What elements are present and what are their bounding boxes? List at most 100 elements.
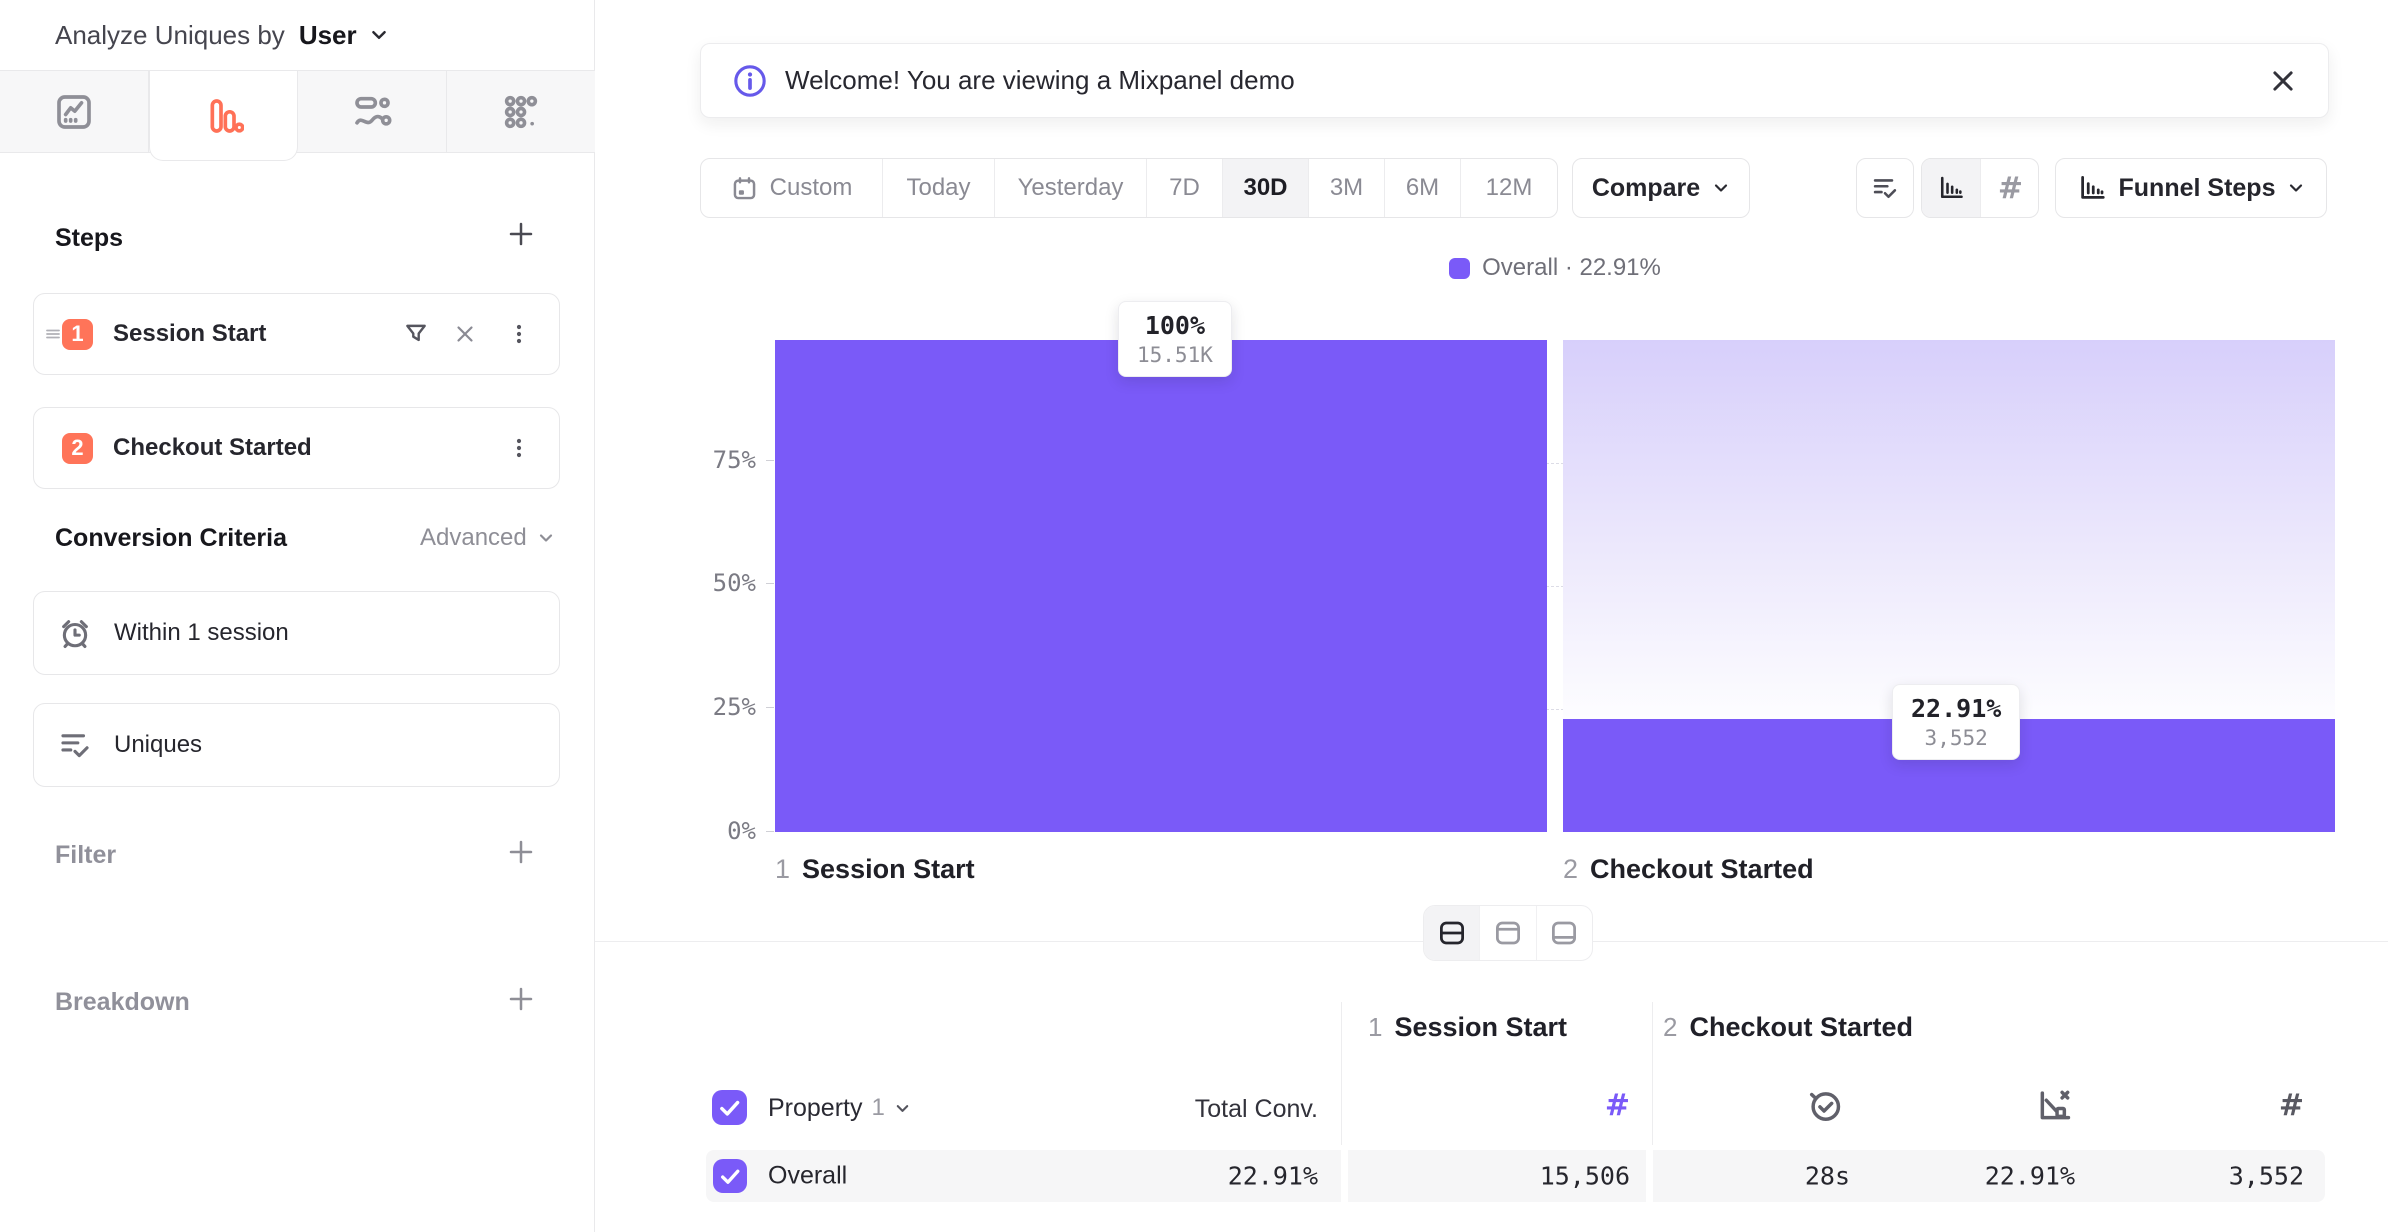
conversion-window-setting[interactable]: Within 1 session [33, 591, 560, 675]
step-options-kebab-icon[interactable] [501, 430, 537, 466]
layout-chart-only-button[interactable] [1480, 906, 1537, 960]
funnel-bar-session-start[interactable] [775, 340, 1547, 832]
date-range-custom[interactable]: Custom [701, 159, 883, 217]
gridline-50 [775, 586, 2335, 587]
retention-icon [501, 92, 541, 132]
tab-retention[interactable] [447, 71, 595, 153]
analyze-entity-dropdown[interactable]: User [298, 19, 357, 50]
legend-text: Overall · 22.91% [1482, 254, 1661, 281]
column-divider [1652, 1002, 1653, 1145]
counting-method-setting[interactable]: Uniques [33, 703, 560, 787]
compare-button[interactable]: Compare [1572, 158, 1750, 218]
add-breakdown-button[interactable] [505, 983, 537, 1015]
row-step2-avg-time: 28s [1804, 1161, 1850, 1191]
tab-funnels[interactable] [149, 71, 298, 161]
step-row-2[interactable]: 2 Checkout Started [33, 407, 560, 489]
y-axis-tick: 0% [727, 817, 756, 845]
add-step-button[interactable] [505, 218, 537, 250]
funnel-dropoff-area-checkout [1563, 340, 2335, 720]
legend-overall[interactable]: Overall · 22.91% [775, 254, 2335, 282]
bar-value-label-step1: 100% 15.51K [1118, 301, 1232, 377]
insights-icon [54, 92, 94, 132]
date-range-label: Yesterday [1017, 174, 1124, 201]
step-number: 2 [1563, 854, 1579, 884]
group-name: Checkout Started [1689, 1012, 1914, 1042]
y-axis-tickmark [766, 583, 774, 584]
date-range-30d[interactable]: 30D [1223, 159, 1309, 217]
date-range-12m[interactable]: 12M [1461, 159, 1557, 217]
filter-section-title: Filter [55, 841, 117, 869]
step-name: Session Start [802, 854, 975, 884]
close-icon[interactable] [2268, 66, 2298, 96]
step1-count: 15.51K [1137, 343, 1213, 367]
date-range-today[interactable]: Today [883, 159, 995, 217]
avg-time-column-icon[interactable] [1806, 1086, 1844, 1124]
property-column-header[interactable]: Property 1 [768, 1090, 911, 1126]
group-name: Session Start [1394, 1012, 1568, 1042]
chart-type-dropdown[interactable]: Funnel Steps [2055, 158, 2327, 218]
remove-step-icon[interactable] [447, 316, 483, 352]
y-axis-tick: 25% [712, 693, 756, 721]
table-group-step1: 1 Session Start [1368, 1012, 1567, 1043]
date-range-label: Today [906, 174, 971, 201]
step2-count: 3,552 [1924, 726, 1988, 750]
date-range-label: 7D [1169, 174, 1200, 201]
calendar-icon [731, 175, 758, 202]
banner-message: Welcome! You are viewing a Mixpanel demo [785, 65, 1295, 95]
step-options-kebab-icon[interactable] [501, 316, 537, 352]
total-conv-column-header[interactable]: Total Conv. [1194, 1095, 1318, 1123]
column-divider [1341, 1002, 1342, 1145]
add-filter-button[interactable] [505, 836, 537, 868]
list-check-icon [1871, 174, 1899, 202]
step-name: Checkout Started [1590, 854, 1814, 884]
list-check-icon [58, 728, 92, 762]
step2-percent: 22.91% [1911, 694, 2002, 723]
table-group-step2: 2 Checkout Started [1663, 1012, 1913, 1043]
row-segment-step2: 28s 22.91% 3,552 [1653, 1150, 2325, 1202]
percent-bars-toggle[interactable] [1922, 159, 1981, 217]
select-all-checkbox[interactable] [712, 1090, 747, 1125]
step-event-name[interactable]: Checkout Started [113, 434, 312, 461]
date-range-6m[interactable]: 6M [1385, 159, 1461, 217]
date-range-yesterday[interactable]: Yesterday [995, 159, 1147, 217]
conversion-criteria-title: Conversion Criteria [55, 524, 288, 552]
chevron-down-icon[interactable] [369, 25, 389, 45]
step-number: 1 [775, 854, 791, 884]
layout-table-only-button[interactable] [1537, 906, 1592, 960]
compare-label: Compare [1591, 173, 1701, 202]
property-label: Property [768, 1093, 863, 1122]
filter-step-icon[interactable] [398, 316, 434, 352]
step2-count-column-icon[interactable]: # [2278, 1088, 2304, 1123]
row-total-conv: 22.91% [1227, 1161, 1318, 1191]
advanced-dropdown[interactable]: Advanced [420, 524, 555, 552]
tab-flows[interactable] [298, 71, 447, 153]
date-range-7d[interactable]: 7D [1147, 159, 1223, 217]
step-event-name[interactable]: Session Start [113, 320, 267, 347]
counting-method-value: Uniques [114, 731, 203, 758]
row-step2-uniques: 3,552 [2228, 1161, 2304, 1191]
report-type-tabs [0, 71, 595, 161]
gridline-25 [775, 709, 2335, 710]
row-segment-property: Overall 22.91% [706, 1150, 1341, 1202]
alarm-clock-icon [58, 616, 92, 650]
date-range-label: 3M [1329, 174, 1364, 201]
row-name: Overall [768, 1161, 848, 1190]
y-axis-tickmark [766, 707, 774, 708]
value-display-toggle: # [1921, 158, 2039, 218]
row-checkbox[interactable] [713, 1159, 747, 1193]
layout-split-button[interactable] [1424, 906, 1481, 960]
conversion-rate-column-icon[interactable] [2036, 1086, 2074, 1124]
analyze-label: Analyze Uniques by [55, 19, 285, 50]
date-range-label: Custom [769, 174, 853, 201]
date-range-label: 30D [1243, 174, 1288, 201]
drag-handle-icon[interactable] [43, 324, 63, 344]
date-range-3m[interactable]: 3M [1309, 159, 1385, 217]
step-row-1[interactable]: 1 Session Start [33, 293, 560, 375]
step1-percent: 100% [1144, 311, 1206, 340]
absolute-numbers-toggle[interactable]: # [1981, 159, 2038, 217]
tab-insights[interactable] [0, 71, 149, 153]
uniques-toggle-button[interactable] [1856, 158, 1914, 218]
legend-swatch [1449, 257, 1471, 279]
flows-icon [352, 92, 392, 132]
step1-count-column-icon[interactable]: # [1604, 1088, 1630, 1123]
